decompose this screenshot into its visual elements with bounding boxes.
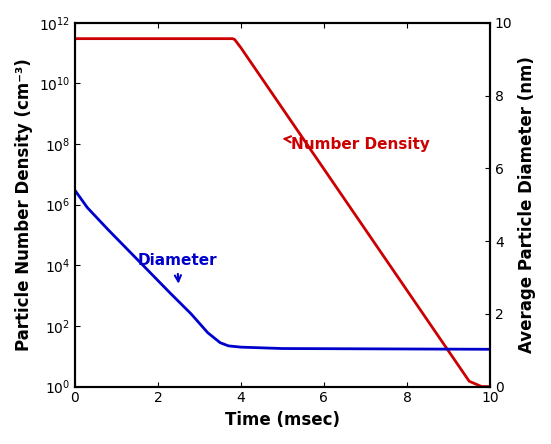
Text: Diameter: Diameter — [137, 254, 217, 281]
Y-axis label: Particle Number Density (cm⁻³): Particle Number Density (cm⁻³) — [15, 58, 33, 351]
Y-axis label: Average Particle Diameter (nm): Average Particle Diameter (nm) — [518, 56, 536, 353]
Text: Number Density: Number Density — [284, 136, 430, 152]
X-axis label: Time (msec): Time (msec) — [225, 411, 340, 429]
